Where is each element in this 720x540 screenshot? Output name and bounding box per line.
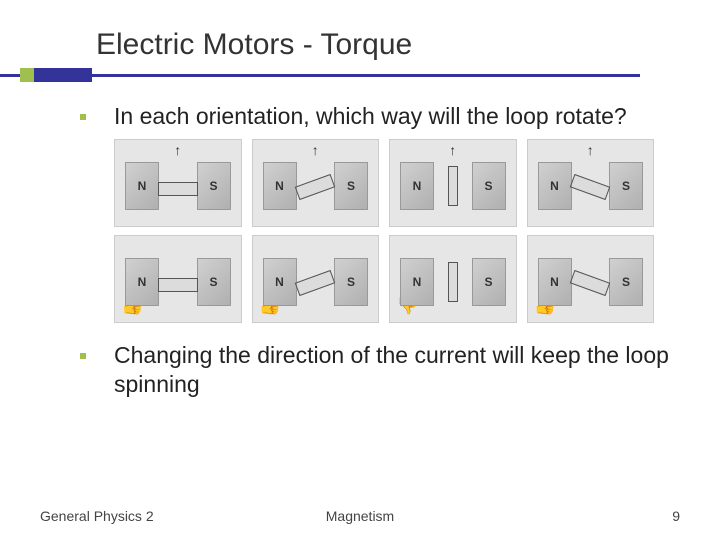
current-loop [295,174,335,200]
south-magnet: S [472,258,506,306]
footer-page-number: 9 [467,508,680,524]
diagram-cell: ↑ N S [252,139,380,227]
torque-vector-icon: ↑ [312,142,319,158]
north-magnet: N [263,162,297,210]
current-loop [448,262,458,302]
north-magnet: N [125,162,159,210]
north-magnet: N [400,162,434,210]
south-magnet: S [334,162,368,210]
diagram-grid: ↑ N S ↑ N S ↑ N S ↑ N S [114,139,654,323]
bullet-text: Changing the direction of the current wi… [114,341,680,399]
motor-diagram-figure: ↑ N S ↑ N S ↑ N S ↑ N S [114,139,654,323]
bullet-item: In each orientation, which way will the … [80,102,680,131]
bullet-text: In each orientation, which way will the … [114,102,627,131]
south-magnet: S [197,258,231,306]
torque-vector-icon: ↑ [587,142,594,158]
north-magnet: N [400,258,434,306]
underline-short [32,68,92,82]
south-magnet: S [609,162,643,210]
diagram-cell: ↑ N S [389,139,517,227]
current-loop [158,278,198,292]
north-magnet: N [263,258,297,306]
current-loop [158,182,198,196]
slide-content: In each orientation, which way will the … [80,102,680,406]
diagram-cell: ↑ N S [527,139,655,227]
diagram-cell: 👎 N S [389,235,517,323]
current-loop [295,270,335,296]
slide-title: Electric Motors - Torque [96,28,720,62]
accent-square [20,68,34,82]
slide-footer: General Physics 2 Magnetism 9 [0,508,720,524]
bullet-item: Changing the direction of the current wi… [80,341,680,399]
bullet-icon [80,114,86,120]
footer-course: General Physics 2 [40,508,253,524]
title-underline [0,68,640,82]
slide-title-bar: Electric Motors - Torque [0,28,720,82]
south-magnet: S [334,258,368,306]
diagram-cell: 👍 N S [527,235,655,323]
south-magnet: S [197,162,231,210]
torque-vector-icon: ↑ [449,142,456,158]
north-magnet: N [125,258,159,306]
north-magnet: N [538,258,572,306]
south-magnet: S [609,258,643,306]
bullet-icon [80,353,86,359]
diagram-cell: 👍 N S [114,235,242,323]
current-loop [448,166,458,206]
diagram-cell: ↑ N S [114,139,242,227]
underline-long [0,74,640,77]
north-magnet: N [538,162,572,210]
south-magnet: S [472,162,506,210]
footer-topic: Magnetism [253,508,466,524]
current-loop [570,270,610,296]
current-loop [570,174,610,200]
diagram-cell: 👍 N S [252,235,380,323]
torque-vector-icon: ↑ [174,142,181,158]
